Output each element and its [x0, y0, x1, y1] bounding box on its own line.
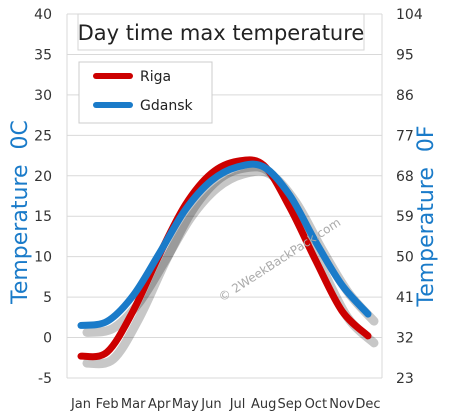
- legend-label-riga: Riga: [140, 69, 171, 85]
- right-y-tick: 77: [396, 128, 414, 144]
- x-tick-feb: Feb: [96, 397, 119, 412]
- left-axis-title-text: Temperature: [8, 165, 33, 305]
- series-lines: [77, 156, 372, 361]
- right-axis-title-unit: 0F: [414, 125, 439, 152]
- x-tick-jun: Jun: [200, 397, 221, 412]
- x-tick-oct: Oct: [305, 397, 327, 412]
- legend-label-gdansk: Gdansk: [140, 98, 193, 114]
- right-y-tick: 59: [396, 209, 414, 225]
- x-tick-jul: Jul: [229, 397, 246, 412]
- right-y-tick: 41: [396, 290, 414, 306]
- x-tick-dec: Dec: [355, 397, 380, 412]
- x-tick-may: May: [172, 397, 199, 412]
- x-tick-mar: Mar: [121, 397, 146, 412]
- right-axis-title-text: Temperature: [414, 167, 439, 307]
- left-y-tick: 40: [34, 7, 52, 23]
- left-y-tick: 5: [43, 290, 52, 306]
- left-y-tick: 25: [34, 128, 52, 144]
- left-y-tick: 30: [34, 88, 52, 104]
- chart-title: Day time max temperature: [78, 21, 365, 45]
- x-tick-jan: Jan: [70, 397, 91, 412]
- x-tick-labels: Jan Feb Mar Apr May Jun Jul Aug Sep Oct Nov Dec: [70, 397, 381, 412]
- left-y-tick: 0: [43, 331, 52, 347]
- x-tick-nov: Nov: [329, 397, 355, 412]
- right-y-tick: 104: [396, 7, 423, 23]
- right-y-tick: 68: [396, 169, 414, 185]
- right-axis-title: Temperature 0F: [414, 125, 439, 307]
- right-y-tick: 32: [396, 331, 414, 347]
- right-y-tick-labels: 104 95 86 77 68 59 50 41 32 23: [396, 7, 423, 387]
- x-tick-aug: Aug: [251, 397, 276, 412]
- legend: Riga Gdansk: [78, 61, 213, 124]
- left-y-tick: 20: [34, 169, 52, 185]
- right-y-tick: 95: [396, 47, 414, 63]
- chart-title-box: Day time max temperature: [77, 13, 365, 51]
- left-axis-title-unit: 0C: [8, 120, 33, 149]
- x-tick-apr: Apr: [148, 397, 171, 412]
- svg-text:Temperature 0C: Temperature 0C: [8, 120, 33, 305]
- series-shadow-gdansk: [82, 166, 379, 337]
- left-y-tick: -5: [38, 371, 52, 387]
- series-line-riga: [77, 156, 372, 361]
- right-y-tick: 86: [396, 88, 414, 104]
- left-y-tick-labels: 40 35 30 25 20 15 10 5 0 -5: [34, 7, 52, 387]
- right-y-tick: 23: [396, 371, 414, 387]
- left-y-tick: 35: [34, 47, 52, 63]
- right-y-tick: 50: [396, 250, 414, 266]
- x-tick-sep: Sep: [277, 397, 302, 412]
- series-line-gdansk: [77, 160, 372, 329]
- left-axis-title: Temperature 0C: [8, 120, 33, 305]
- left-y-tick: 15: [34, 209, 52, 225]
- left-y-tick: 10: [34, 250, 52, 266]
- svg-text:Temperature 0F: Temperature 0F: [414, 125, 439, 307]
